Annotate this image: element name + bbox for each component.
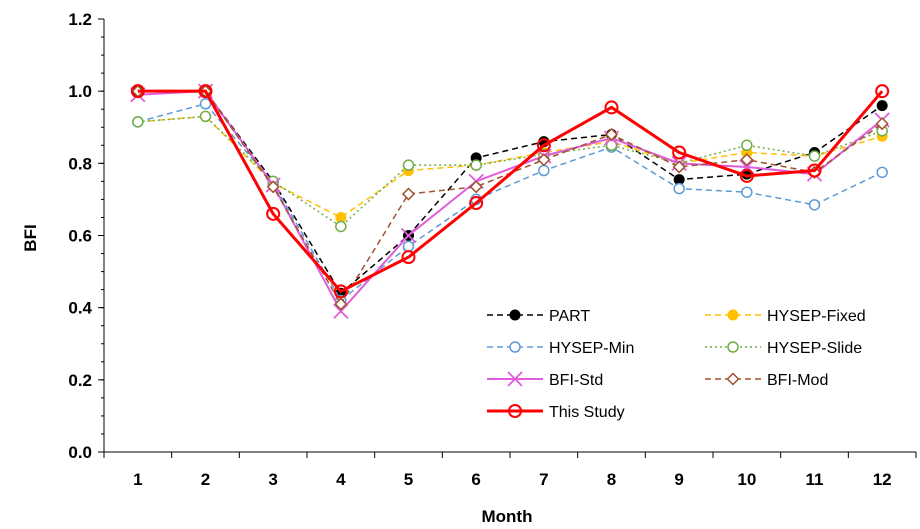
data-point bbox=[807, 163, 822, 178]
x-axis-title: Month bbox=[482, 507, 533, 526]
x-tick-label: 2 bbox=[201, 470, 210, 489]
data-point bbox=[469, 180, 483, 194]
y-tick-label: 0.4 bbox=[68, 299, 92, 318]
x-tick-label: 7 bbox=[539, 470, 548, 489]
data-point bbox=[741, 186, 753, 198]
data-point bbox=[401, 250, 416, 265]
data-point bbox=[537, 153, 551, 167]
legend-item: BFI-Mod bbox=[705, 372, 828, 389]
data-point bbox=[875, 84, 890, 99]
x-tick-label: 12 bbox=[873, 470, 892, 489]
data-point bbox=[604, 127, 619, 142]
series-line bbox=[137, 102, 883, 302]
series-line bbox=[137, 115, 883, 219]
data-point bbox=[198, 84, 213, 99]
data-point bbox=[672, 160, 686, 174]
data-point bbox=[400, 227, 417, 244]
data-point bbox=[538, 164, 550, 177]
data-point bbox=[808, 150, 821, 162]
data-point bbox=[536, 138, 551, 153]
data-point bbox=[469, 196, 484, 211]
data-point bbox=[402, 159, 415, 171]
legend-label: HYSEP-Fixed bbox=[767, 308, 866, 325]
legend-swatch-marker bbox=[507, 371, 523, 387]
y-tick-label: 0.6 bbox=[68, 227, 92, 246]
legend-item: HYSEP-Slide bbox=[705, 340, 862, 357]
legend-item: HYSEP-Min bbox=[487, 340, 634, 357]
x-tick-label: 9 bbox=[674, 470, 683, 489]
legend-label: HYSEP-Slide bbox=[767, 340, 862, 357]
data-point bbox=[876, 100, 888, 112]
data-point bbox=[402, 240, 415, 253]
data-point bbox=[740, 153, 754, 167]
plot-area: 0.00.20.40.60.81.01.21 2 3 4 5 6 7 8 9 10 11 12 bbox=[68, 10, 917, 489]
data-point bbox=[132, 116, 144, 128]
series-this-study bbox=[130, 84, 890, 299]
y-tick-label: 0.0 bbox=[68, 443, 92, 462]
data-point bbox=[808, 199, 821, 211]
data-point bbox=[335, 220, 347, 233]
data-point bbox=[875, 117, 889, 131]
data-point bbox=[741, 139, 753, 152]
x-tick-label: 1 bbox=[133, 470, 142, 489]
x-tick-label: 4 bbox=[336, 470, 346, 489]
data-point bbox=[604, 100, 619, 115]
data-point bbox=[673, 182, 685, 195]
series-line bbox=[137, 90, 883, 295]
data-point bbox=[876, 166, 888, 179]
legend: PART HYSEP-Fixed HYSEP-Min HYSEP-Slide BFI-S… bbox=[487, 308, 866, 421]
series-line bbox=[137, 90, 883, 306]
y-axis-title: BFI bbox=[21, 224, 40, 251]
data-point bbox=[130, 84, 145, 99]
legend-label: BFI-Std bbox=[549, 372, 603, 389]
series-hysep-min bbox=[132, 98, 888, 307]
series-line bbox=[137, 89, 884, 294]
legend-swatch-marker bbox=[727, 341, 739, 353]
series-line bbox=[137, 90, 883, 314]
y-tick-label: 0.8 bbox=[68, 154, 92, 173]
legend-item: This Study bbox=[487, 404, 625, 421]
series-bfi-mod bbox=[131, 84, 889, 311]
data-point bbox=[199, 110, 212, 123]
legend-label: BFI-Mod bbox=[767, 372, 828, 389]
data-point bbox=[401, 187, 416, 201]
data-point bbox=[470, 159, 482, 171]
legend-item: PART bbox=[487, 308, 590, 325]
legend-item: HYSEP-Fixed bbox=[705, 308, 866, 325]
x-tick-label: 8 bbox=[607, 470, 616, 489]
y-tick-label: 1.0 bbox=[68, 82, 92, 101]
data-point bbox=[333, 284, 348, 299]
legend-label: This Study bbox=[549, 404, 625, 421]
data-point bbox=[739, 168, 754, 183]
data-point bbox=[672, 145, 687, 160]
data-point bbox=[199, 98, 212, 110]
data-point bbox=[266, 206, 281, 221]
x-tick-label: 10 bbox=[737, 470, 756, 489]
data-point bbox=[334, 297, 348, 311]
legend-swatch-marker bbox=[508, 404, 522, 418]
series-bfi-std bbox=[130, 83, 890, 319]
legend-swatch-marker bbox=[726, 372, 740, 386]
y-tick-label: 0.2 bbox=[68, 371, 92, 390]
series-part bbox=[132, 85, 888, 299]
series-hysep-slide bbox=[132, 110, 888, 233]
x-tick-label: 11 bbox=[806, 470, 824, 489]
legend-label: PART bbox=[549, 308, 590, 325]
data-point bbox=[266, 180, 280, 194]
legend-swatch-marker bbox=[509, 309, 521, 321]
legend-item: BFI-Std bbox=[487, 371, 603, 389]
x-tick-label: 3 bbox=[268, 470, 277, 489]
legend-swatch-marker bbox=[727, 309, 739, 321]
x-tick-label: 5 bbox=[404, 470, 413, 489]
y-tick-label: 1.2 bbox=[68, 10, 92, 29]
data-point bbox=[333, 303, 349, 319]
legend-label: HYSEP-Min bbox=[549, 340, 634, 357]
x-tick-label: 6 bbox=[471, 470, 480, 489]
legend-swatch-marker bbox=[509, 341, 521, 353]
